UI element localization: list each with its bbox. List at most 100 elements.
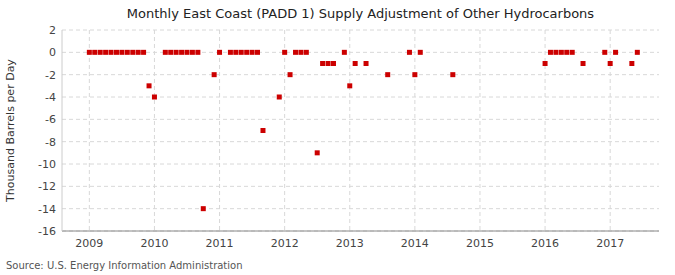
- y-tick-label: -6: [45, 113, 56, 126]
- point: [277, 95, 282, 100]
- point: [130, 50, 135, 55]
- point: [347, 83, 352, 88]
- point: [548, 50, 553, 55]
- x-grid-line: [89, 30, 90, 231]
- point: [119, 50, 124, 55]
- point: [450, 72, 455, 77]
- point: [201, 206, 206, 211]
- point: [239, 50, 244, 55]
- point: [418, 50, 423, 55]
- point: [298, 50, 303, 55]
- y-tick-label: -12: [38, 180, 56, 193]
- y-tick-label: 2: [49, 24, 56, 37]
- point: [98, 50, 103, 55]
- point: [553, 50, 558, 55]
- source-note: Source: U.S. Energy Information Administ…: [6, 260, 243, 271]
- point: [412, 72, 417, 77]
- point: [385, 72, 390, 77]
- x-tick-label: 2011: [206, 237, 234, 250]
- points: [87, 50, 640, 211]
- x-tick-label: 2017: [596, 237, 624, 250]
- y-axis-line: [62, 30, 63, 231]
- point: [304, 50, 309, 55]
- point: [103, 50, 108, 55]
- y-grid-line: [62, 186, 659, 187]
- point: [163, 50, 168, 55]
- y-tick-label: -4: [45, 91, 56, 104]
- point: [147, 83, 152, 88]
- point: [293, 50, 298, 55]
- y-tick-label: -14: [38, 203, 56, 216]
- tick-labels: 2 0 -2 -4 -6 -8 -10 -12 -14 -16 2009 2010 2011 2012 20…: [38, 24, 624, 250]
- x-grid-line: [545, 30, 546, 231]
- point: [174, 50, 179, 55]
- point: [288, 72, 293, 77]
- point: [228, 50, 233, 55]
- x-axis-line: [62, 231, 659, 232]
- x-grid-line: [479, 30, 480, 231]
- point: [168, 50, 173, 55]
- point: [326, 61, 331, 66]
- point: [635, 50, 640, 55]
- x-grid-line: [414, 30, 415, 231]
- x-grid-line: [154, 30, 155, 231]
- point: [233, 50, 238, 55]
- point: [602, 50, 607, 55]
- point: [260, 128, 265, 133]
- title: Monthly East Coast (PADD 1) Supply Adjus…: [127, 6, 595, 21]
- y-grid-line: [62, 119, 659, 120]
- point: [559, 50, 564, 55]
- y-axis-label: Thousand Barrels per Day: [4, 59, 17, 203]
- y-grid-line: [62, 74, 659, 75]
- point: [136, 50, 141, 55]
- point: [407, 50, 412, 55]
- point: [364, 61, 369, 66]
- grid: [62, 30, 659, 231]
- point: [282, 50, 287, 55]
- y-tick-label: -2: [45, 69, 56, 82]
- x-grid-line: [349, 30, 350, 231]
- point: [570, 50, 575, 55]
- x-tick-label: 2013: [336, 237, 364, 250]
- point: [564, 50, 569, 55]
- point: [87, 50, 92, 55]
- point: [244, 50, 249, 55]
- y-grid-line: [62, 52, 659, 53]
- x-tick-label: 2010: [140, 237, 168, 250]
- x-tick-label: 2015: [466, 237, 494, 250]
- x-tick-label: 2016: [531, 237, 559, 250]
- y-tick-label: -10: [38, 158, 56, 171]
- y-tick-label: 0: [49, 46, 56, 59]
- x-tick-label: 2012: [271, 237, 299, 250]
- point: [195, 50, 200, 55]
- point: [184, 50, 189, 55]
- point: [608, 61, 613, 66]
- y-grid-line: [62, 231, 659, 232]
- y-grid-line: [62, 164, 659, 165]
- point: [190, 50, 195, 55]
- y-grid-line: [62, 141, 659, 142]
- x-grid-line: [219, 30, 220, 231]
- point: [141, 50, 146, 55]
- point: [320, 61, 325, 66]
- chart: 2 0 -2 -4 -6 -8 -10 -12 -14 -16 2009 2010 2011 2012 20…: [0, 0, 675, 275]
- x-grid-line: [610, 30, 611, 231]
- x-grid-line: [284, 30, 285, 231]
- point: [250, 50, 255, 55]
- point: [581, 61, 586, 66]
- point: [152, 95, 157, 100]
- y-tick-label: -16: [38, 225, 56, 238]
- point: [212, 72, 217, 77]
- point: [217, 50, 222, 55]
- x-tick-label: 2014: [401, 237, 429, 250]
- point: [315, 150, 320, 155]
- point: [125, 50, 130, 55]
- x-tick-label: 2009: [75, 237, 103, 250]
- y-grid-line: [62, 208, 659, 209]
- point: [629, 61, 634, 66]
- point: [109, 50, 114, 55]
- point: [92, 50, 97, 55]
- y-tick-label: -8: [45, 136, 56, 149]
- point: [342, 50, 347, 55]
- point: [543, 61, 548, 66]
